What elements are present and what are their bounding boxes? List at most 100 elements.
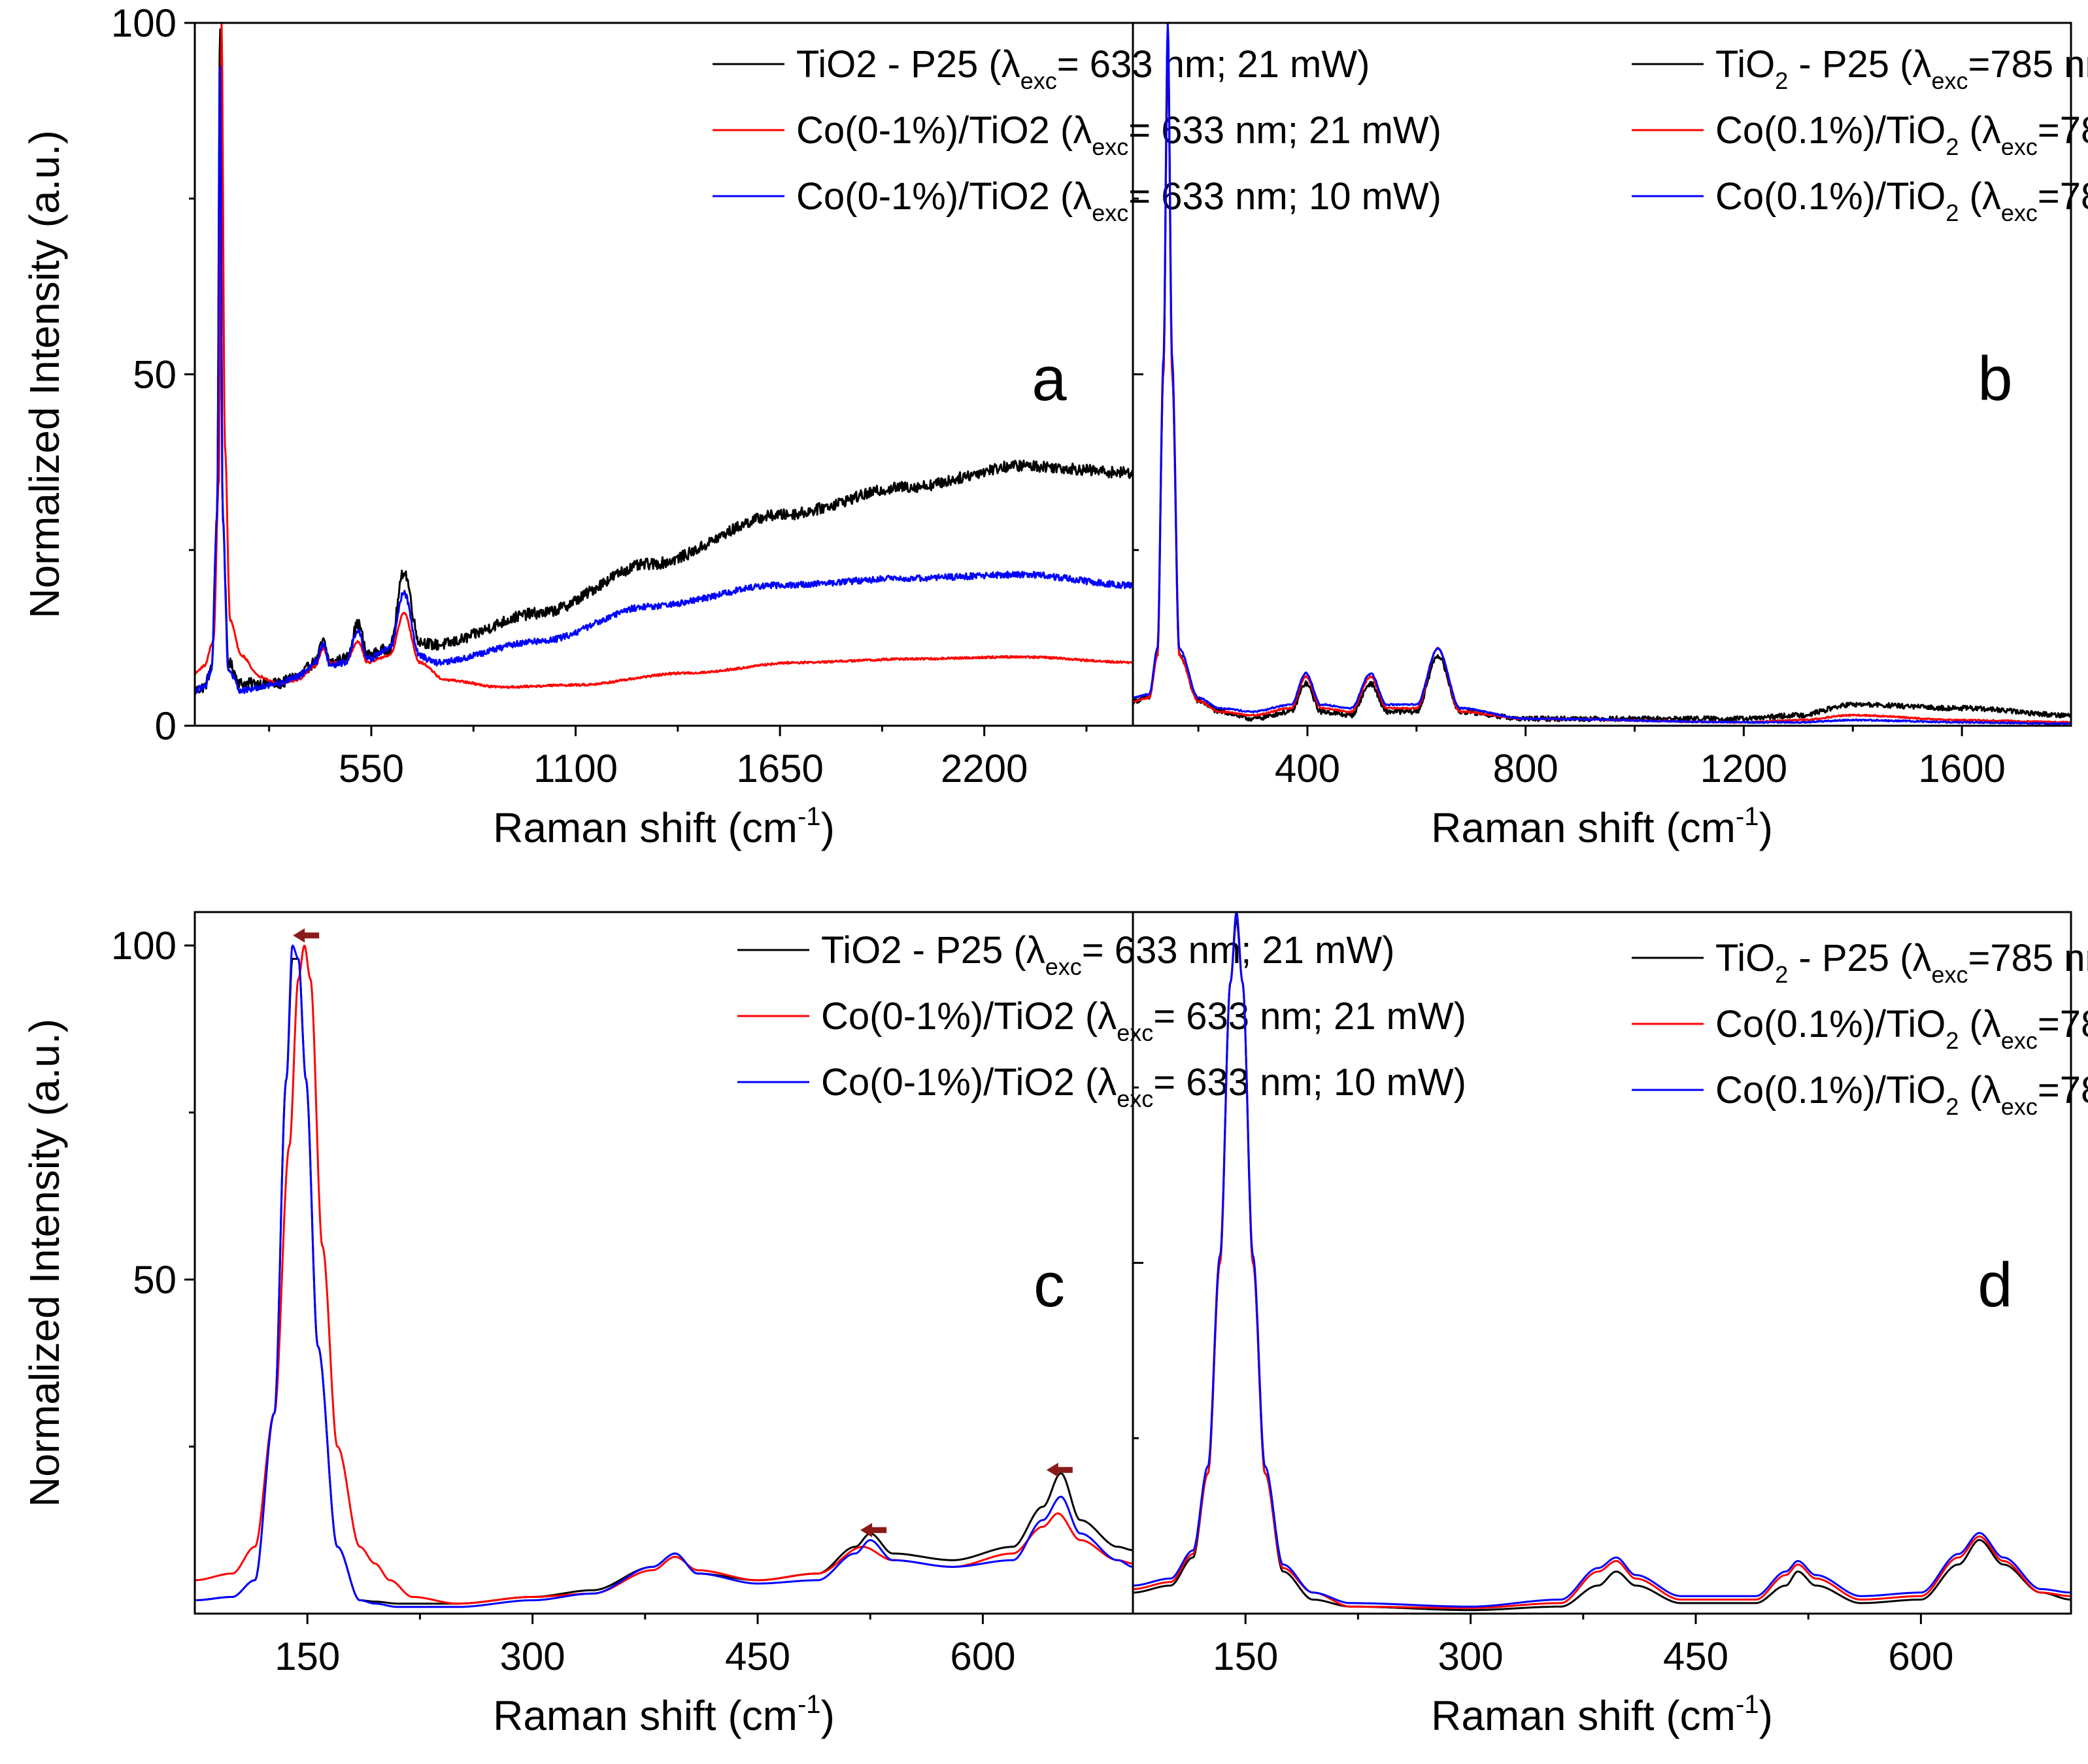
series-group <box>1133 912 2071 1612</box>
y-axis-title: Normalized Intensity (a.u.) <box>21 1019 68 1507</box>
shift-arrow-head <box>293 928 305 943</box>
legend-text-exc: exc <box>1045 953 1082 980</box>
x-tick-label: 1100 <box>533 747 618 790</box>
x-axis-title-main: Raman shift (cm <box>493 804 798 851</box>
x-axis-title-end: ) <box>821 804 835 851</box>
legend-text-main: TiO <box>1715 937 1775 979</box>
x-tick-label: 2200 <box>941 747 1028 790</box>
panel-c: 150 300 450 600 50 100 Raman shift (cm-1) Norma… <box>21 911 1466 1739</box>
legend-text-post: =785 nm; 28 mW) <box>2038 109 2088 152</box>
shift-arrow-head <box>860 1523 873 1538</box>
legend-text-main: Co(0-1%)/TiO2 ( <box>821 1061 1098 1104</box>
series-line-red <box>1133 912 2071 1609</box>
panel-letter: d <box>1978 1250 2012 1320</box>
x-axis-title-end: ) <box>1759 1692 1773 1739</box>
legend-text-mid: ( <box>1959 175 1981 218</box>
legend-entry: Co(0.1%)/TiO2 (λexc=785 nm; 35 mW) <box>1715 1069 2088 1120</box>
series-group <box>1133 23 2071 726</box>
legend-text-exc: exc <box>2001 133 2038 160</box>
legend-entry: Co(0.1%)/TiO2 (λexc=785 nm; 35 mW) <box>1715 175 2088 226</box>
y-tick-label: 100 <box>111 924 177 968</box>
legend-lambda: λ <box>1073 109 1092 152</box>
legend-text-post: =785 nm; 35 mW) <box>2038 1069 2088 1111</box>
legend-text-post: = 633 nm; 10 mW) <box>1153 1061 1466 1104</box>
legend-text-sub: 2 <box>1945 133 1959 160</box>
legend-entry: Co(0-1%)/TiO2 (λexc= 633 nm; 21 mW) <box>796 109 1441 160</box>
series-line-red <box>195 945 1133 1605</box>
x-axis-title: Raman shift (cm-1) <box>1431 802 1773 851</box>
legend-entry: TiO2 - P25 (λexc= 633 nm; 21 mW) <box>796 43 1370 94</box>
legend-entry: Co(0-1%)/TiO2 (λexc= 633 nm; 10 mW) <box>796 175 1441 226</box>
legend-text-main: Co(0-1%)/TiO2 ( <box>821 995 1098 1038</box>
x-tick-label: 800 <box>1493 747 1558 790</box>
x-tick-label: 1600 <box>1918 747 2005 790</box>
legend-lambda: λ <box>1912 937 1931 979</box>
legend-text-exc: exc <box>1931 961 1968 988</box>
legend-text-sub: 2 <box>1945 1093 1959 1120</box>
x-tick-label: 600 <box>1888 1635 1953 1678</box>
legend-text-sub: 2 <box>1945 199 1959 226</box>
x-axis-title-sup: -1 <box>1736 1690 1759 1719</box>
x-tick-label: 1200 <box>1700 747 1787 790</box>
legend-text-post: = 633 nm; 10 mW) <box>1128 175 1441 218</box>
series-line-blue <box>1133 912 2071 1608</box>
x-axis-title: Raman shift (cm-1) <box>493 802 835 851</box>
legend-text-post: = 633 nm; 21 mW) <box>1153 995 1466 1038</box>
x-axis-title-sup: -1 <box>798 802 821 831</box>
legend-text-exc: exc <box>2001 199 2038 226</box>
y-tick-label: 50 <box>133 1258 177 1302</box>
x-tick-label: 400 <box>1275 747 1340 790</box>
legend-text-main: Co(0.1%)/TiO <box>1715 175 1945 218</box>
panel-letter: c <box>1034 1250 1065 1320</box>
legend-lambda: λ <box>1098 995 1117 1038</box>
legend-entry: TiO2 - P25 (λexc= 633 nm; 21 mW) <box>821 929 1394 980</box>
y-tick-label: 0 <box>155 704 177 748</box>
legend-lambda: λ <box>1026 929 1045 972</box>
legend-text-post: =785 nm; 28 mW) <box>2038 1003 2088 1045</box>
legend-text-post: =785 nm; 28 mW) <box>1968 43 2088 86</box>
legend-lambda: λ <box>1982 175 2001 218</box>
x-tick-label: 450 <box>725 1635 790 1678</box>
x-axis-title-sup: -1 <box>1736 802 1759 831</box>
legend-text-main: Co(0.1%)/TiO <box>1715 1003 1945 1045</box>
x-tick-label: 150 <box>275 1635 340 1678</box>
x-axis-title-sup: -1 <box>798 1690 821 1719</box>
y-tick-label: 50 <box>133 353 177 397</box>
legend-lambda: λ <box>1098 1061 1117 1104</box>
x-axis-title: Raman shift (cm-1) <box>1431 1690 1773 1739</box>
legend-text-mid: - P25 ( <box>1788 937 1912 979</box>
legend-text-mid: ( <box>1959 109 1981 152</box>
legend-text-main: Co(0.1%)/TiO <box>1715 1069 1945 1111</box>
x-axis-title-end: ) <box>1759 804 1773 851</box>
legend-text-exc: exc <box>1931 67 1968 94</box>
x-tick-label: 550 <box>339 747 404 790</box>
legend-lambda: λ <box>1002 43 1020 86</box>
legend-text-exc: exc <box>1092 199 1128 226</box>
legend-lambda: λ <box>1912 43 1931 86</box>
legend-entry: Co(0-1%)/TiO2 (λexc= 633 nm; 21 mW) <box>821 995 1466 1046</box>
series-group <box>195 23 1133 695</box>
legend-text-exc: exc <box>1117 1019 1153 1046</box>
y-tick-label: 100 <box>111 1 177 45</box>
legend-text-post: = 633 nm; 21 mW) <box>1057 43 1370 86</box>
legend-text-main: Co(0.1%)/TiO <box>1715 109 1945 152</box>
x-tick-label: 300 <box>1438 1635 1504 1678</box>
y-axis-title: Normalized Intensity (a.u.) <box>21 130 68 619</box>
legend-text-main: Co(0-1%)/TiO2 ( <box>796 109 1073 152</box>
legend-lambda: λ <box>1982 1003 2001 1045</box>
panel-letter: b <box>1978 344 2012 414</box>
series-line-blue <box>195 944 1133 1608</box>
x-axis-title-main: Raman shift (cm <box>1431 804 1736 851</box>
x-axis-title-end: ) <box>821 1692 835 1739</box>
legend-text-exc: exc <box>2001 1093 2038 1120</box>
legend-text-main: Co(0-1%)/TiO2 ( <box>796 175 1073 218</box>
legend-text-exc: exc <box>1020 67 1057 94</box>
legend-text-post: =785 nm; 35 mW) <box>2038 175 2088 218</box>
legend-entry: Co(0-1%)/TiO2 (λexc= 633 nm; 10 mW) <box>821 1061 1466 1112</box>
x-tick-label: 300 <box>500 1635 565 1678</box>
x-axis-title-main: Raman shift (cm <box>1431 1692 1736 1739</box>
